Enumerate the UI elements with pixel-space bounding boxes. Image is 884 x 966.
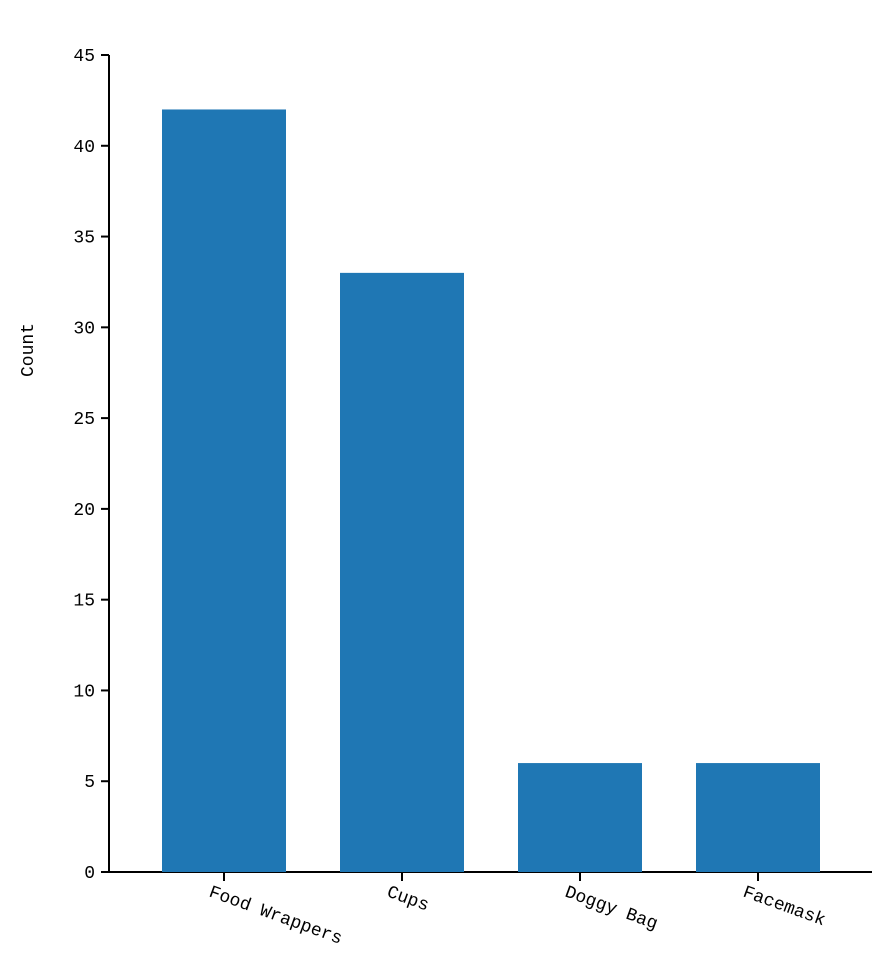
bar — [340, 272, 464, 872]
y-tick-label: 20 — [73, 501, 95, 521]
x-tick-label: Doggy Bag — [562, 883, 660, 935]
x-tick-label: Food Wrappers — [206, 883, 345, 950]
bar — [696, 763, 820, 872]
x-tick-label: Cups — [384, 883, 431, 917]
y-axis-label: Count — [19, 323, 39, 377]
y-tick-label: 45 — [73, 47, 95, 67]
y-tick-label: 15 — [73, 592, 95, 612]
y-tick-label: 0 — [84, 864, 95, 884]
y-tick-label: 25 — [73, 410, 95, 430]
y-tick-label: 40 — [73, 138, 95, 158]
y-tick-label: 35 — [73, 229, 95, 249]
y-tick-label: 10 — [73, 682, 95, 702]
bar — [162, 109, 286, 872]
x-tick-label: Facemask — [740, 883, 828, 931]
bar — [518, 763, 642, 872]
y-tick-label: 5 — [84, 773, 95, 793]
y-tick-label: 30 — [73, 319, 95, 339]
